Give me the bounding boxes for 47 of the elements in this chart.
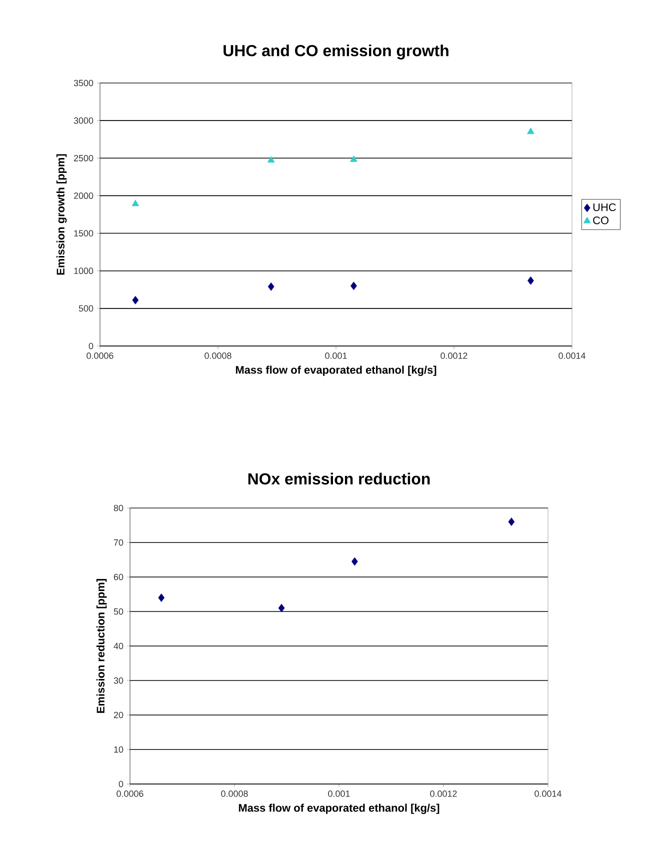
y-axis-title: Emission reduction [ppm] (96, 579, 107, 713)
point (528, 276, 534, 285)
point (158, 594, 165, 602)
point (132, 200, 140, 206)
x-axis-title: Mass flow of evaporated ethanol [kg/s] (236, 366, 436, 376)
point (508, 518, 515, 526)
y-tick-label: 0 (118, 780, 124, 788)
y-tick-label: 50 (114, 608, 124, 615)
y-tick-label: 1000 (74, 268, 94, 274)
y-tick-label: 3500 (74, 80, 94, 86)
y-tick-label: 70 (114, 539, 124, 546)
point (350, 155, 358, 162)
x-tick-label: 0.0014 (558, 352, 586, 359)
point (350, 282, 357, 290)
point (527, 128, 534, 134)
y-tick-label: 1500 (74, 230, 94, 236)
x-tick-label: 0.001 (328, 790, 350, 797)
y-tick-label: 80 (114, 504, 124, 512)
x-tick-label: 0.0012 (440, 352, 468, 359)
x-tick-label: 0.0006 (86, 352, 114, 359)
y-tick-label: 40 (114, 642, 124, 650)
y-tick-label: 20 (114, 712, 124, 718)
y-tick-label: 60 (114, 574, 124, 580)
y-tick-label: 0 (88, 342, 94, 350)
y-tick-label: 500 (78, 305, 94, 312)
legend-label: UHC (593, 203, 616, 212)
point (351, 557, 358, 566)
y-tick-label: 2500 (74, 154, 94, 162)
point (132, 296, 139, 304)
point (268, 282, 274, 291)
x-tick-label: 0.0008 (221, 790, 248, 797)
x-axis-title: Mass flow of evaporated ethanol [kg/s] (238, 804, 440, 814)
y-tick-label: 30 (114, 677, 124, 684)
chart-title: UHC and CO emission growth (224, 44, 448, 60)
y-tick-label: 3000 (74, 117, 94, 124)
x-tick-label: 0.001 (325, 352, 347, 359)
x-tick-label: 0.0008 (204, 352, 232, 359)
y-tick-label: 2000 (74, 192, 94, 199)
x-tick-label: 0.0014 (534, 790, 562, 797)
y-axis-title: Emission growth [ppm] (56, 154, 67, 275)
x-tick-label: 0.0006 (116, 790, 144, 797)
point (267, 156, 275, 163)
legend-label: CO (593, 216, 608, 224)
x-tick-label: 0.0012 (430, 790, 457, 797)
point (278, 604, 285, 612)
y-tick-label: 10 (114, 746, 124, 753)
chart-title: NOx emission reduction (248, 472, 430, 485)
